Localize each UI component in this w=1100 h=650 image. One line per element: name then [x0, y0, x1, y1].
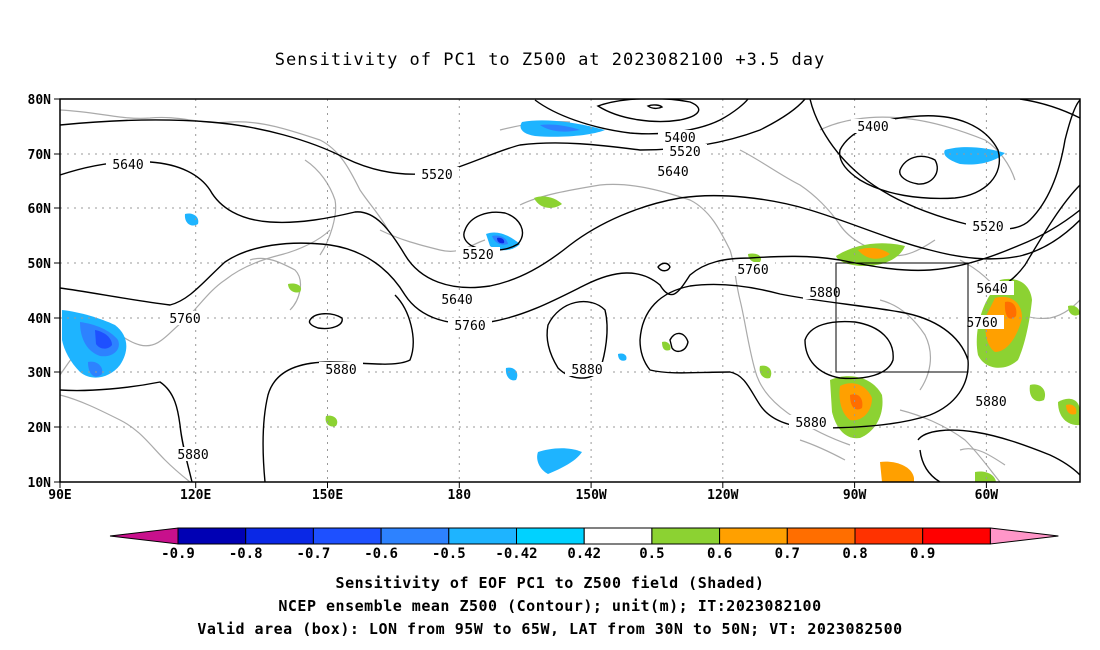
- contour-label: 5880: [969, 394, 1013, 410]
- contour-label: 5760: [163, 311, 207, 327]
- svg-text:5520: 5520: [421, 168, 452, 183]
- colorbar-swatch: [583, 527, 653, 545]
- svg-text:5640: 5640: [657, 165, 688, 180]
- lon-tick-label: 90W: [843, 488, 867, 503]
- lat-tick-label: 60N: [28, 202, 52, 217]
- svg-text:5880: 5880: [809, 286, 840, 301]
- contour-label: 5760: [448, 318, 492, 334]
- colorbar: -0.9 -0.8 -0.7 -0.6 -0.5 -0.42 0.42 0.5 0.6 0.7 0.…: [109, 527, 1059, 562]
- svg-text:5640: 5640: [441, 293, 472, 308]
- svg-text:5880: 5880: [325, 363, 356, 378]
- colorbar-tick-label: 0.42: [567, 546, 601, 562]
- colorbar-tick-label: 0.9: [910, 546, 935, 562]
- lon-tick-label: 120E: [180, 488, 211, 503]
- contour-label: 5880: [803, 285, 847, 301]
- colorbar-tick-label: 0.8: [842, 546, 867, 562]
- latitude-labels: 80N 70N 60N 50N 40N 30N 20N 10N: [28, 93, 52, 491]
- contour-label: 5400: [658, 130, 702, 146]
- svg-text:5520: 5520: [972, 220, 1003, 235]
- colorbar-swatch: [312, 527, 382, 545]
- lon-tick-label: 180: [448, 488, 472, 503]
- contour-label: 5520: [663, 144, 707, 160]
- svg-text:5400: 5400: [857, 120, 888, 135]
- caption-shading: Sensitivity of EOF PC1 to Z500 field (Sh…: [335, 574, 765, 592]
- lat-tick-label: 20N: [28, 421, 52, 436]
- colorbar-end-high: [989, 527, 1059, 545]
- colorbar-tick-label: -0.8: [229, 546, 263, 562]
- colorbar-tick-label: 0.6: [707, 546, 732, 562]
- lat-tick-label: 80N: [28, 93, 52, 108]
- svg-text:5520: 5520: [669, 145, 700, 160]
- colorbar-tick-label: 0.7: [775, 546, 800, 562]
- lat-tick-label: 40N: [28, 312, 52, 327]
- longitude-labels: 90E 120E 150E 180 150W 120W 90W 60W: [48, 488, 998, 503]
- colorbar-end-low: [109, 527, 179, 545]
- contour-label: 5880: [319, 362, 363, 378]
- contour-label: 5640: [435, 292, 479, 308]
- lat-tick-label: 30N: [28, 366, 52, 381]
- colorbar-swatch: [854, 527, 924, 545]
- caption-valid-area: Valid area (box): LON from 95W to 65W, L…: [197, 620, 903, 638]
- colorbar-swatch: [651, 527, 721, 545]
- contour-label: 5760: [960, 315, 1004, 331]
- contour-label: 5640: [106, 157, 150, 173]
- svg-text:5880: 5880: [571, 363, 602, 378]
- colorbar-tick-label: -0.42: [495, 546, 537, 562]
- lat-tick-label: 10N: [28, 476, 52, 491]
- gridlines: [60, 99, 1080, 482]
- colorbar-tick-label: -0.5: [432, 546, 466, 562]
- contour-label: 5520: [415, 167, 459, 183]
- colorbar-swatch: [719, 527, 788, 545]
- svg-text:5400: 5400: [664, 131, 695, 146]
- lat-tick-label: 70N: [28, 148, 52, 163]
- lon-tick-label: 90E: [48, 488, 71, 503]
- contour-label: 5520: [456, 247, 500, 263]
- colorbar-swatch: [448, 527, 517, 545]
- contour-label: 5400: [851, 119, 895, 135]
- tick-marks: [54, 98, 987, 488]
- contour-label: 5640: [970, 281, 1014, 297]
- svg-text:5760: 5760: [737, 263, 768, 278]
- svg-text:5640: 5640: [112, 158, 143, 173]
- svg-text:5880: 5880: [975, 395, 1006, 410]
- z500-contours: [60, 99, 1080, 482]
- colorbar-tick-label: 0.5: [639, 546, 664, 562]
- colorbar-swatch: [922, 527, 991, 545]
- colorbar-swatch: [380, 527, 450, 545]
- coastlines: [60, 109, 1080, 482]
- svg-text:5880: 5880: [177, 448, 208, 463]
- contour-label: 5880: [565, 362, 609, 378]
- svg-text:5880: 5880: [795, 416, 826, 431]
- sensitivity-shading: [62, 120, 1080, 482]
- colorbar-swatch: [786, 527, 856, 545]
- contour-label: 5880: [171, 447, 215, 463]
- contour-label: 5760: [731, 262, 775, 278]
- svg-text:5760: 5760: [454, 319, 485, 334]
- contour-label: 5880: [789, 415, 833, 431]
- lon-tick-label: 60W: [975, 488, 999, 503]
- colorbar-swatch: [245, 527, 314, 545]
- plot-frame: [59, 98, 1081, 483]
- figure-title: Sensitivity of PC1 to Z500 at 2023082100…: [274, 50, 826, 70]
- lon-tick-label: 150E: [312, 488, 343, 503]
- svg-text:5640: 5640: [976, 282, 1007, 297]
- colorbar-tick-label: -0.9: [161, 546, 195, 562]
- svg-text:5520: 5520: [462, 248, 493, 263]
- contour-label: 5640: [651, 164, 695, 180]
- caption-contour: NCEP ensemble mean Z500 (Contour); unit(…: [278, 597, 822, 615]
- contour-labels: 5400 5400 5520 5520 5520 5520 5640 5640 …: [106, 119, 1014, 463]
- colorbar-swatch: [177, 527, 247, 545]
- lon-tick-label: 120W: [707, 488, 738, 503]
- lat-tick-label: 50N: [28, 257, 52, 272]
- lon-tick-label: 150W: [575, 488, 606, 503]
- colorbar-tick-label: -0.7: [297, 546, 331, 562]
- colorbar-swatch: [516, 527, 585, 545]
- svg-text:5760: 5760: [966, 316, 997, 331]
- svg-text:5760: 5760: [169, 312, 200, 327]
- contour-label: 5520: [966, 219, 1010, 235]
- valid-area-box: [835, 262, 969, 373]
- colorbar-tick-label: -0.6: [364, 546, 398, 562]
